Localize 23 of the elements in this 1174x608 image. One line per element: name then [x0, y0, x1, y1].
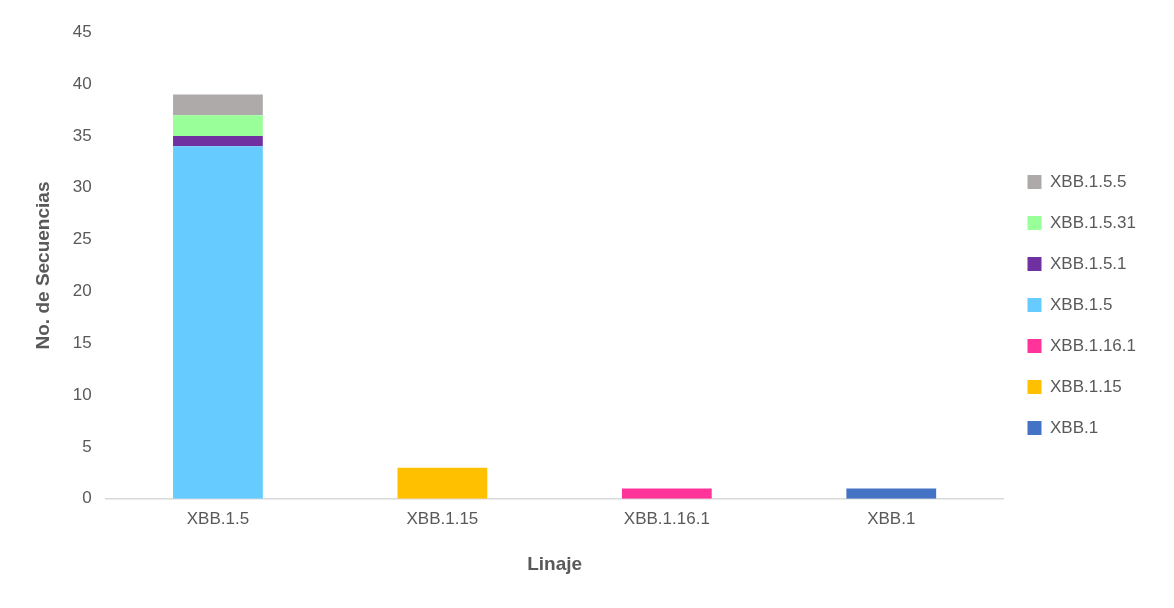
- y-tick-label: 30: [72, 177, 92, 197]
- y-tick-label: 20: [72, 281, 92, 301]
- y-tick-label: 35: [72, 125, 92, 145]
- y-tick-label: 10: [72, 384, 92, 404]
- legend-label: XBB.1: [1050, 417, 1099, 437]
- x-tick-label: XBB.1: [867, 508, 916, 528]
- y-tick-label: 40: [72, 73, 92, 93]
- y-tick-label: 25: [72, 229, 92, 249]
- legend-label: XBB.1.5.31: [1050, 212, 1137, 232]
- x-tick-label: XBB.1.16.1: [623, 508, 710, 528]
- x-tick-label: XBB.1.5: [186, 508, 250, 528]
- legend-label: XBB.1.15: [1050, 376, 1122, 396]
- legend-label: XBB.1.5: [1050, 294, 1113, 314]
- y-tick-label: 0: [82, 488, 92, 508]
- legend-label: XBB.1.16.1: [1050, 335, 1137, 355]
- y-tick-label: 15: [72, 332, 92, 352]
- legend-label: XBB.1.5.1: [1050, 253, 1127, 273]
- y-axis-title: No. de Secuencias: [31, 181, 53, 350]
- y-tick-label: 5: [82, 436, 92, 456]
- y-tick-label: 45: [72, 21, 92, 41]
- legend-label: XBB.1.5.5: [1050, 171, 1127, 191]
- x-axis-title: Linaje: [527, 552, 583, 574]
- x-tick-label: XBB.1.15: [406, 508, 479, 528]
